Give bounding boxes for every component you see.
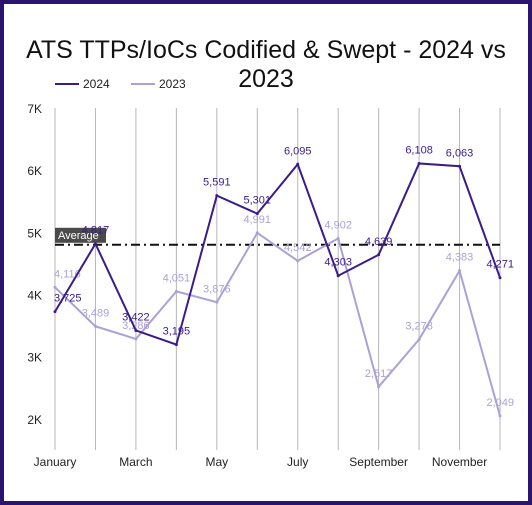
data-label-2023: 4,542 xyxy=(284,242,312,254)
data-label-2024: 4,271 xyxy=(486,259,514,271)
data-label-2023: 4,051 xyxy=(163,272,191,284)
data-label-2023: 3,286 xyxy=(122,320,150,332)
data-point-2024 xyxy=(174,343,178,347)
x-tick-label: May xyxy=(205,455,228,469)
data-label-2023: 2,517 xyxy=(365,368,393,380)
data-label-2023: 4,902 xyxy=(324,219,352,231)
data-label-2024: 6,095 xyxy=(284,145,312,157)
series-line-2023 xyxy=(54,231,501,417)
data-point-2024 xyxy=(377,253,381,257)
legend-label-2024: 2024 xyxy=(83,77,110,91)
x-tick-label: September xyxy=(349,455,408,469)
data-point-2023 xyxy=(174,289,178,293)
data-point-2023 xyxy=(93,324,97,328)
data-label-2023: 4,116 xyxy=(54,268,81,280)
data-point-2023 xyxy=(53,285,57,289)
data-label-2023: 4,991 xyxy=(244,214,272,226)
data-label-2023: 3,489 xyxy=(82,307,110,319)
data-label-2024: 5,301 xyxy=(244,195,272,207)
y-tick-label: 2K xyxy=(27,413,42,427)
data-point-2024 xyxy=(336,274,340,278)
data-point-2024 xyxy=(215,194,219,198)
x-tick-label: March xyxy=(119,455,152,469)
data-point-2024 xyxy=(458,164,462,168)
data-label-2024: 6,108 xyxy=(405,144,433,156)
data-label-2024: 3,725 xyxy=(54,293,82,305)
data-point-2024 xyxy=(53,310,57,314)
average-label-box xyxy=(55,227,106,243)
data-label-2024: 4,639 xyxy=(365,236,393,248)
x-tick-label: January xyxy=(34,455,77,469)
data-point-2024 xyxy=(498,276,502,280)
data-point-2023 xyxy=(336,236,340,240)
data-point-2023 xyxy=(255,231,259,235)
chart-title: ATS TTPs/IoCs Codified & Swept - 2024 vs… xyxy=(26,36,506,93)
y-tick-label: 3K xyxy=(27,351,42,365)
legend-label-2023: 2023 xyxy=(159,77,186,91)
data-point-2024 xyxy=(134,328,138,332)
data-label-2023: 3,278 xyxy=(405,320,433,332)
y-tick-label: 7K xyxy=(27,102,42,116)
data-label-2024: 4,817 xyxy=(82,225,110,237)
series-line-2024 xyxy=(54,162,501,346)
average-label: Average xyxy=(58,230,99,242)
data-label-2023: 3,876 xyxy=(203,283,231,295)
data-label-2024: 4,303 xyxy=(324,257,352,269)
data-point-2023 xyxy=(215,300,219,304)
data-point-2023 xyxy=(417,337,421,341)
y-tick-label: 6K xyxy=(27,164,42,178)
data-label-2024: 3,422 xyxy=(122,311,150,323)
data-point-2023 xyxy=(296,259,300,263)
data-label-2024: 5,591 xyxy=(203,177,231,189)
y-tick-label: 5K xyxy=(27,226,42,240)
data-point-2023 xyxy=(377,385,381,389)
data-point-2023 xyxy=(134,337,138,341)
x-tick-label: November xyxy=(432,455,487,469)
data-point-2023 xyxy=(458,269,462,273)
data-label-2023: 4,383 xyxy=(446,252,474,264)
data-label-2024: 6,063 xyxy=(446,147,474,159)
data-label-2023: 2,049 xyxy=(486,397,514,409)
data-point-2023 xyxy=(498,414,502,418)
data-point-2024 xyxy=(255,212,259,216)
data-point-2024 xyxy=(93,242,97,246)
x-tick-label: July xyxy=(287,455,308,469)
y-tick-label: 4K xyxy=(27,289,42,303)
data-label-2024: 3,195 xyxy=(163,326,191,338)
data-point-2024 xyxy=(296,162,300,166)
data-point-2024 xyxy=(417,161,421,165)
